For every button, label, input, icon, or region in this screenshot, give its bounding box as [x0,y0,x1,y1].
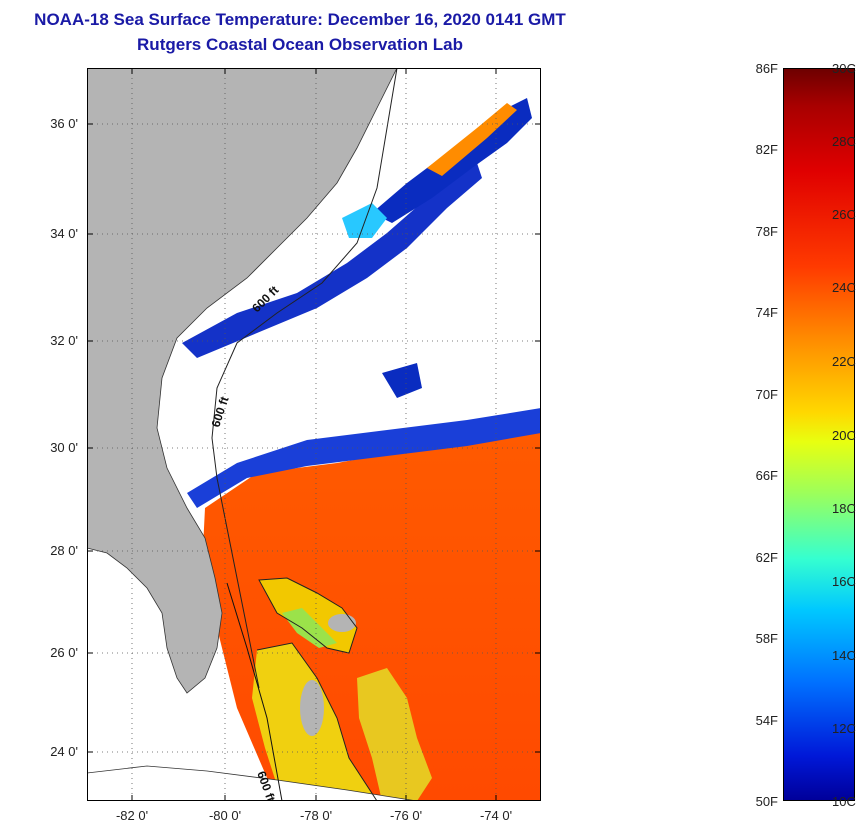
colorbar-f-label: 50F [755,794,778,809]
colorbar-f-label: 54F [755,713,778,728]
colorbar-f-label: 58F [755,631,778,646]
colorbar-f-label: 74F [755,305,778,320]
graticule [87,68,541,801]
lon-label: -76 0' [389,808,423,823]
colorbar-c-label: 18C [832,501,856,516]
map-frame [87,68,541,801]
bahamas-banks-east [357,668,432,801]
lon-label: -74 0' [479,808,513,823]
colorbar-c-label: 10C [832,794,856,809]
lat-label: 36 0' [50,116,78,131]
colorbar-c-label: 24C [832,280,856,295]
lat-label: 26 0' [50,645,78,660]
lat-label: 28 0' [50,543,78,558]
lat-label: 24 0' [50,744,78,759]
lat-label: 30 0' [50,440,78,455]
land-northern-outline [87,68,398,694]
green-shoal [282,608,337,648]
colorbar-f-label: 70F [755,387,778,402]
colorbar-c-label: 22C [832,354,856,369]
colorbar-c-label: 20C [832,428,856,443]
swath-edge [226,582,283,801]
colorbar-f-label: 78F [755,224,778,239]
cuba-outline [87,765,418,801]
map-subtitle: Rutgers Coastal Ocean Observation Lab [137,35,463,54]
cold-band-shelf [182,163,482,358]
andros-island [300,680,324,736]
lat-label: 32 0' [50,333,78,348]
depth-contour [211,68,398,689]
colorbar-f-label: 66F [755,468,778,483]
cyan-patch-north [342,203,387,238]
colorbar-c-label: 30C [832,61,856,76]
colorbar-c-label: 28C [832,134,856,149]
grand-bahama-island [328,614,356,632]
cold-band-south [187,408,541,508]
lon-label: -80 0' [208,808,242,823]
colorbar-f-label: 86F [755,61,778,76]
land-mass [87,68,397,693]
cold-blob-east [382,363,422,398]
colorbar-f-label: 62F [755,550,778,565]
tick-marks [87,68,541,801]
colorbar-c-label: 12C [832,721,856,736]
lon-label: -82 0' [115,808,149,823]
warm-streak-north [427,103,517,176]
colorbar-c-label: 16C [832,574,856,589]
lat-label: 34 0' [50,226,78,241]
sst-map: 600 ft 600 ft 600 ft [87,68,541,801]
map-title: NOAA-18 Sea Surface Temperature: Decembe… [34,10,566,29]
colorbar-c-label: 26C [832,207,856,222]
depth-contour-banks [256,577,378,801]
colorbar-f-label: 82F [755,142,778,157]
lon-label: -78 0' [299,808,333,823]
colorbar-c-label: 14C [832,648,856,663]
temperature-colorbar [783,68,855,801]
